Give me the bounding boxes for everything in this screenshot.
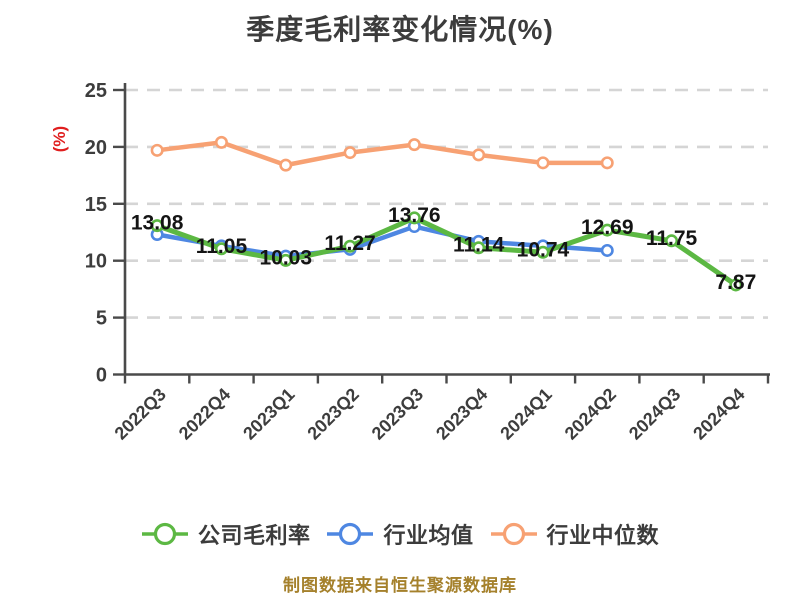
data-label: 7.87	[715, 271, 756, 294]
x-tick-label: 2024Q1	[496, 384, 555, 443]
data-point-industry-median	[279, 158, 293, 172]
legend-item-industry-median: 行业中位数	[490, 518, 660, 550]
data-point-company-gross-margin	[472, 241, 486, 255]
x-tick-label: 2024Q4	[689, 384, 748, 443]
y-tick-label: 10	[85, 251, 107, 273]
x-tick-label: 2023Q1	[239, 384, 298, 443]
x-tick-label: 2023Q2	[303, 384, 362, 443]
data-point-industry-median	[214, 135, 228, 149]
x-tick-label: 2023Q4	[432, 384, 491, 443]
legend-marker-icon	[141, 522, 188, 546]
chart-title: 季度毛利率变化情况(%)	[246, 14, 554, 45]
data-point-company-gross-margin	[214, 242, 228, 256]
legend-label-industry-median: 行业中位数	[546, 523, 660, 548]
x-tick-label: 2024Q3	[625, 384, 684, 443]
legend-label-company-gross-margin: 公司毛利率	[197, 523, 311, 548]
data-point-industry-median	[536, 156, 550, 170]
data-label: 13.76	[388, 204, 441, 227]
data-point-industry-median	[150, 143, 164, 157]
data-label: 11.14	[453, 234, 505, 257]
data-point-company-gross-margin	[600, 223, 614, 237]
legend-marker-icon	[327, 522, 374, 546]
data-point-company-gross-margin	[150, 219, 164, 233]
data-label: 13.08	[131, 212, 184, 235]
data-point-industry-average	[600, 243, 614, 257]
series-line-industry-median	[154, 140, 610, 168]
legend-item-company-gross-margin: 公司毛利率	[141, 518, 311, 550]
y-tick-label: 0	[96, 365, 107, 387]
data-label: 10.74	[517, 238, 570, 261]
data-point-company-gross-margin	[729, 278, 743, 292]
data-point-industry-median	[600, 156, 614, 170]
x-tick-label: 2023Q3	[368, 384, 427, 443]
data-label: 10.03	[259, 246, 312, 269]
x-tick-label: 2022Q4	[175, 384, 234, 443]
data-label: 11.05	[196, 235, 248, 258]
data-point-industry-median	[343, 146, 357, 160]
footer-note: 制图数据来自恒生聚源数据库	[283, 576, 517, 595]
y-tick-label: 15	[85, 194, 107, 216]
data-point-company-gross-margin	[279, 253, 293, 267]
legend: 公司毛利率 行业均值 行业中位数	[0, 518, 800, 550]
legend-marker-icon	[490, 522, 537, 546]
legend-label-industry-average: 行业均值	[383, 523, 474, 548]
data-point-industry-median	[407, 138, 421, 152]
series-line-company-gross-margin	[154, 215, 739, 288]
chart-svg: 0 5 10 15 20 25 2022Q3 2022Q4 2023Q1 2023Q2 2023Q3…	[85, 80, 770, 444]
series-line-industry-average	[154, 224, 610, 259]
data-point-company-gross-margin	[407, 211, 421, 225]
x-tick-label: 2024Q2	[561, 384, 620, 443]
x-tick-label: 2022Q3	[111, 384, 170, 443]
data-point-company-gross-margin	[665, 234, 679, 248]
data-point-company-gross-margin	[343, 239, 357, 253]
y-tick-label: 25	[85, 80, 107, 102]
data-label: 11.27	[324, 232, 375, 255]
y-tick-label: 5	[96, 308, 107, 330]
data-label: 12.69	[581, 216, 634, 239]
data-point-industry-median	[472, 148, 486, 162]
legend-item-industry-average: 行业均值	[326, 518, 473, 550]
data-point-company-gross-margin	[536, 245, 550, 259]
y-tick-label: 20	[85, 137, 107, 159]
data-label: 11.75	[646, 227, 698, 250]
